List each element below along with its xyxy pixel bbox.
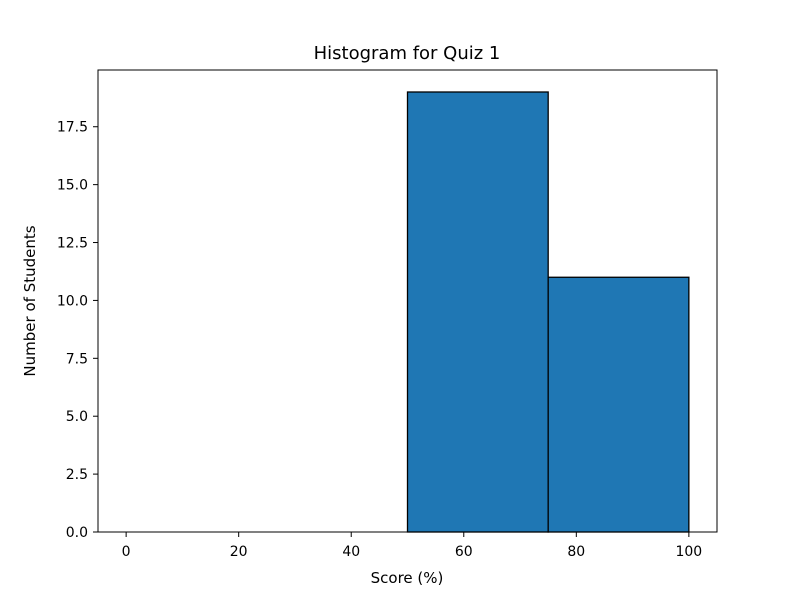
histogram-bar-50-75	[406, 91, 549, 533]
histogram-bar-75-100	[547, 276, 690, 533]
plot-frame	[97, 69, 718, 533]
x-tick-label-20: 20	[230, 544, 248, 560]
bars-group	[406, 91, 690, 533]
y-tick-label-2-5: 2.5	[66, 467, 88, 483]
y-tick-label-12-5: 12.5	[57, 236, 88, 252]
x-tick-label-100: 100	[675, 544, 702, 560]
y-tick-label-7-5: 7.5	[66, 351, 88, 367]
chart-title: Histogram for Quiz 1	[314, 43, 501, 64]
x-tick-label-80: 80	[567, 544, 585, 560]
y-axis-ticks: 0.0 2.5 5.0 7.5 10.0 12.5 15.0 17.5	[57, 120, 98, 541]
x-axis-label: Score (%)	[371, 569, 444, 587]
x-tick-label-40: 40	[342, 544, 360, 560]
x-axis-ticks: 0 20 40 60 80 100	[122, 532, 702, 560]
y-tick-label-0: 0.0	[66, 525, 88, 541]
x-tick-label-0: 0	[122, 544, 131, 560]
y-tick-label-10: 10.0	[57, 293, 88, 309]
y-tick-label-15: 15.0	[57, 178, 88, 194]
x-tick-label-60: 60	[455, 544, 473, 560]
plot-area: 0 20 40 60 80 100 0.0 2.5 5.0 7.5 10.0 12.5 15.0 17.…	[57, 69, 718, 560]
y-tick-label-17-5: 17.5	[57, 120, 88, 136]
y-tick-label-5: 5.0	[66, 409, 88, 425]
y-axis-label: Number of Students	[21, 225, 39, 376]
